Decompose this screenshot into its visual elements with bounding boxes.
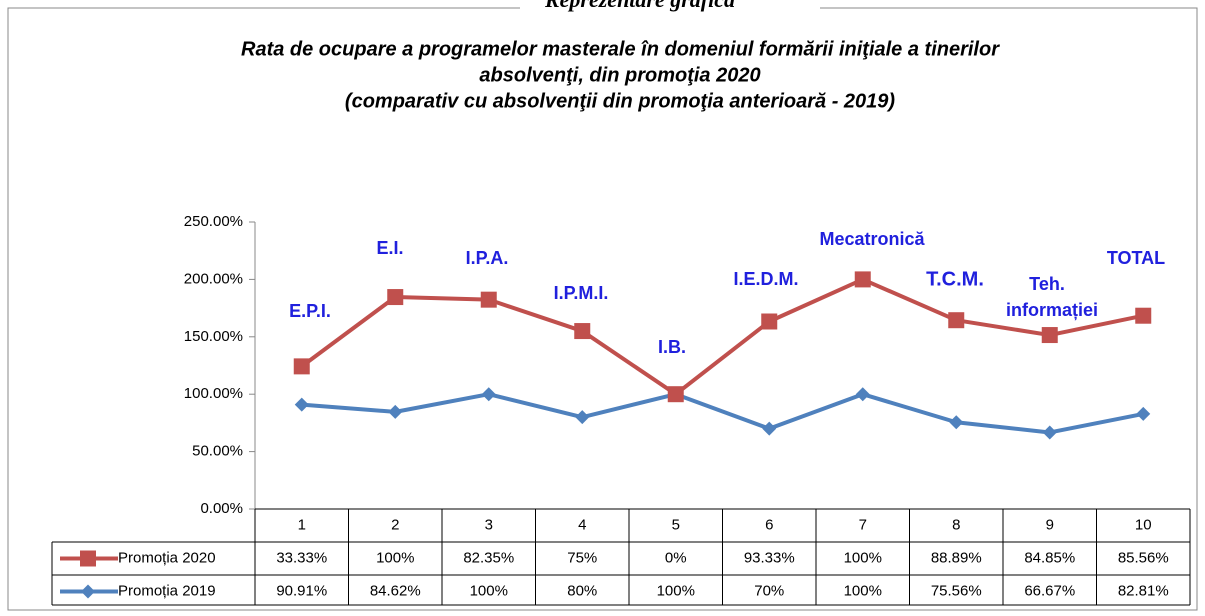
marker <box>948 312 965 329</box>
x-tick-label: 2 <box>391 516 399 533</box>
annotation: Mecatronică <box>819 229 925 249</box>
marker <box>1136 406 1151 421</box>
table-value: 82.81% <box>1118 582 1169 599</box>
table-value: 100% <box>470 582 508 599</box>
table-value: 70% <box>754 582 784 599</box>
marker <box>575 410 590 425</box>
y-tick-label: 50.00% <box>192 443 243 460</box>
table-value: 100% <box>844 582 882 599</box>
annotation: I.E.D.M. <box>733 269 798 289</box>
marker <box>574 323 591 340</box>
marker <box>81 584 95 599</box>
y-tick-label: 0.00% <box>200 500 243 517</box>
table-value: 84.85% <box>1024 549 1075 566</box>
x-tick-label: 8 <box>952 516 960 533</box>
table-value: 100% <box>376 549 414 566</box>
x-tick-label: 1 <box>298 516 306 533</box>
chart-title: Rata de ocupare a programelor masterale … <box>241 38 1000 60</box>
table-value: 82.35% <box>463 549 514 566</box>
marker <box>854 271 871 288</box>
x-tick-label: 9 <box>1046 516 1054 533</box>
marker <box>1042 425 1057 440</box>
marker <box>949 415 964 430</box>
x-tick-label: 5 <box>672 516 680 533</box>
marker <box>1135 307 1152 324</box>
y-tick-label: 100.00% <box>184 385 243 402</box>
x-tick-label: 7 <box>859 516 867 533</box>
table-value: 88.89% <box>931 549 982 566</box>
series-line <box>301 392 1144 435</box>
x-tick-label: 4 <box>578 516 586 533</box>
legend-label: Promoția 2020 <box>118 549 216 566</box>
marker <box>293 358 310 375</box>
x-tick-label: 6 <box>765 516 773 533</box>
table-value: 100% <box>657 582 695 599</box>
table-value: 66.67% <box>1024 582 1075 599</box>
marker <box>761 313 778 330</box>
y-tick-label: 150.00% <box>184 328 243 345</box>
table-value: 90.91% <box>276 582 327 599</box>
marker <box>480 291 497 308</box>
y-tick-label: 250.00% <box>184 213 243 230</box>
marker <box>481 387 496 402</box>
marker <box>387 289 404 306</box>
table-value: 75.56% <box>931 582 982 599</box>
table-value: 80% <box>567 582 597 599</box>
chart-title: (comparativ cu absolvenţii din promoţia … <box>345 90 895 112</box>
x-tick-label: 3 <box>485 516 493 533</box>
table-value: 0% <box>665 549 687 566</box>
annotation: I.P.A. <box>466 248 509 268</box>
y-tick-label: 200.00% <box>184 270 243 287</box>
marker <box>294 397 309 412</box>
legend-label: Promoția 2019 <box>118 582 216 599</box>
page-title: Reprezentare grafică <box>544 0 735 12</box>
series-line <box>300 277 1144 397</box>
marker <box>762 421 777 436</box>
table-value: 33.33% <box>276 549 327 566</box>
table-value: 93.33% <box>744 549 795 566</box>
marker <box>855 387 870 402</box>
table-value: 85.56% <box>1118 549 1169 566</box>
table-value: 100% <box>844 549 882 566</box>
title-backdrop <box>520 0 820 12</box>
annotation: TOTAL <box>1107 248 1165 268</box>
annotation: E.P.I. <box>289 301 331 321</box>
marker <box>1041 327 1058 344</box>
annotation: T.C.M. <box>926 268 984 290</box>
marker <box>80 550 96 567</box>
table-value: 84.62% <box>370 582 421 599</box>
marker <box>388 404 403 419</box>
table-value: 75% <box>567 549 597 566</box>
annotation: I.P.M.I. <box>554 283 609 303</box>
annotation: I.B. <box>658 337 686 357</box>
annotation: Teh. <box>1029 274 1065 294</box>
x-tick-label: 10 <box>1135 516 1152 533</box>
annotation: informației <box>1006 300 1098 320</box>
annotation: E.I. <box>376 238 403 258</box>
chart-title: absolvenţi, din promoţia 2020 <box>479 64 760 86</box>
marker <box>667 386 684 403</box>
